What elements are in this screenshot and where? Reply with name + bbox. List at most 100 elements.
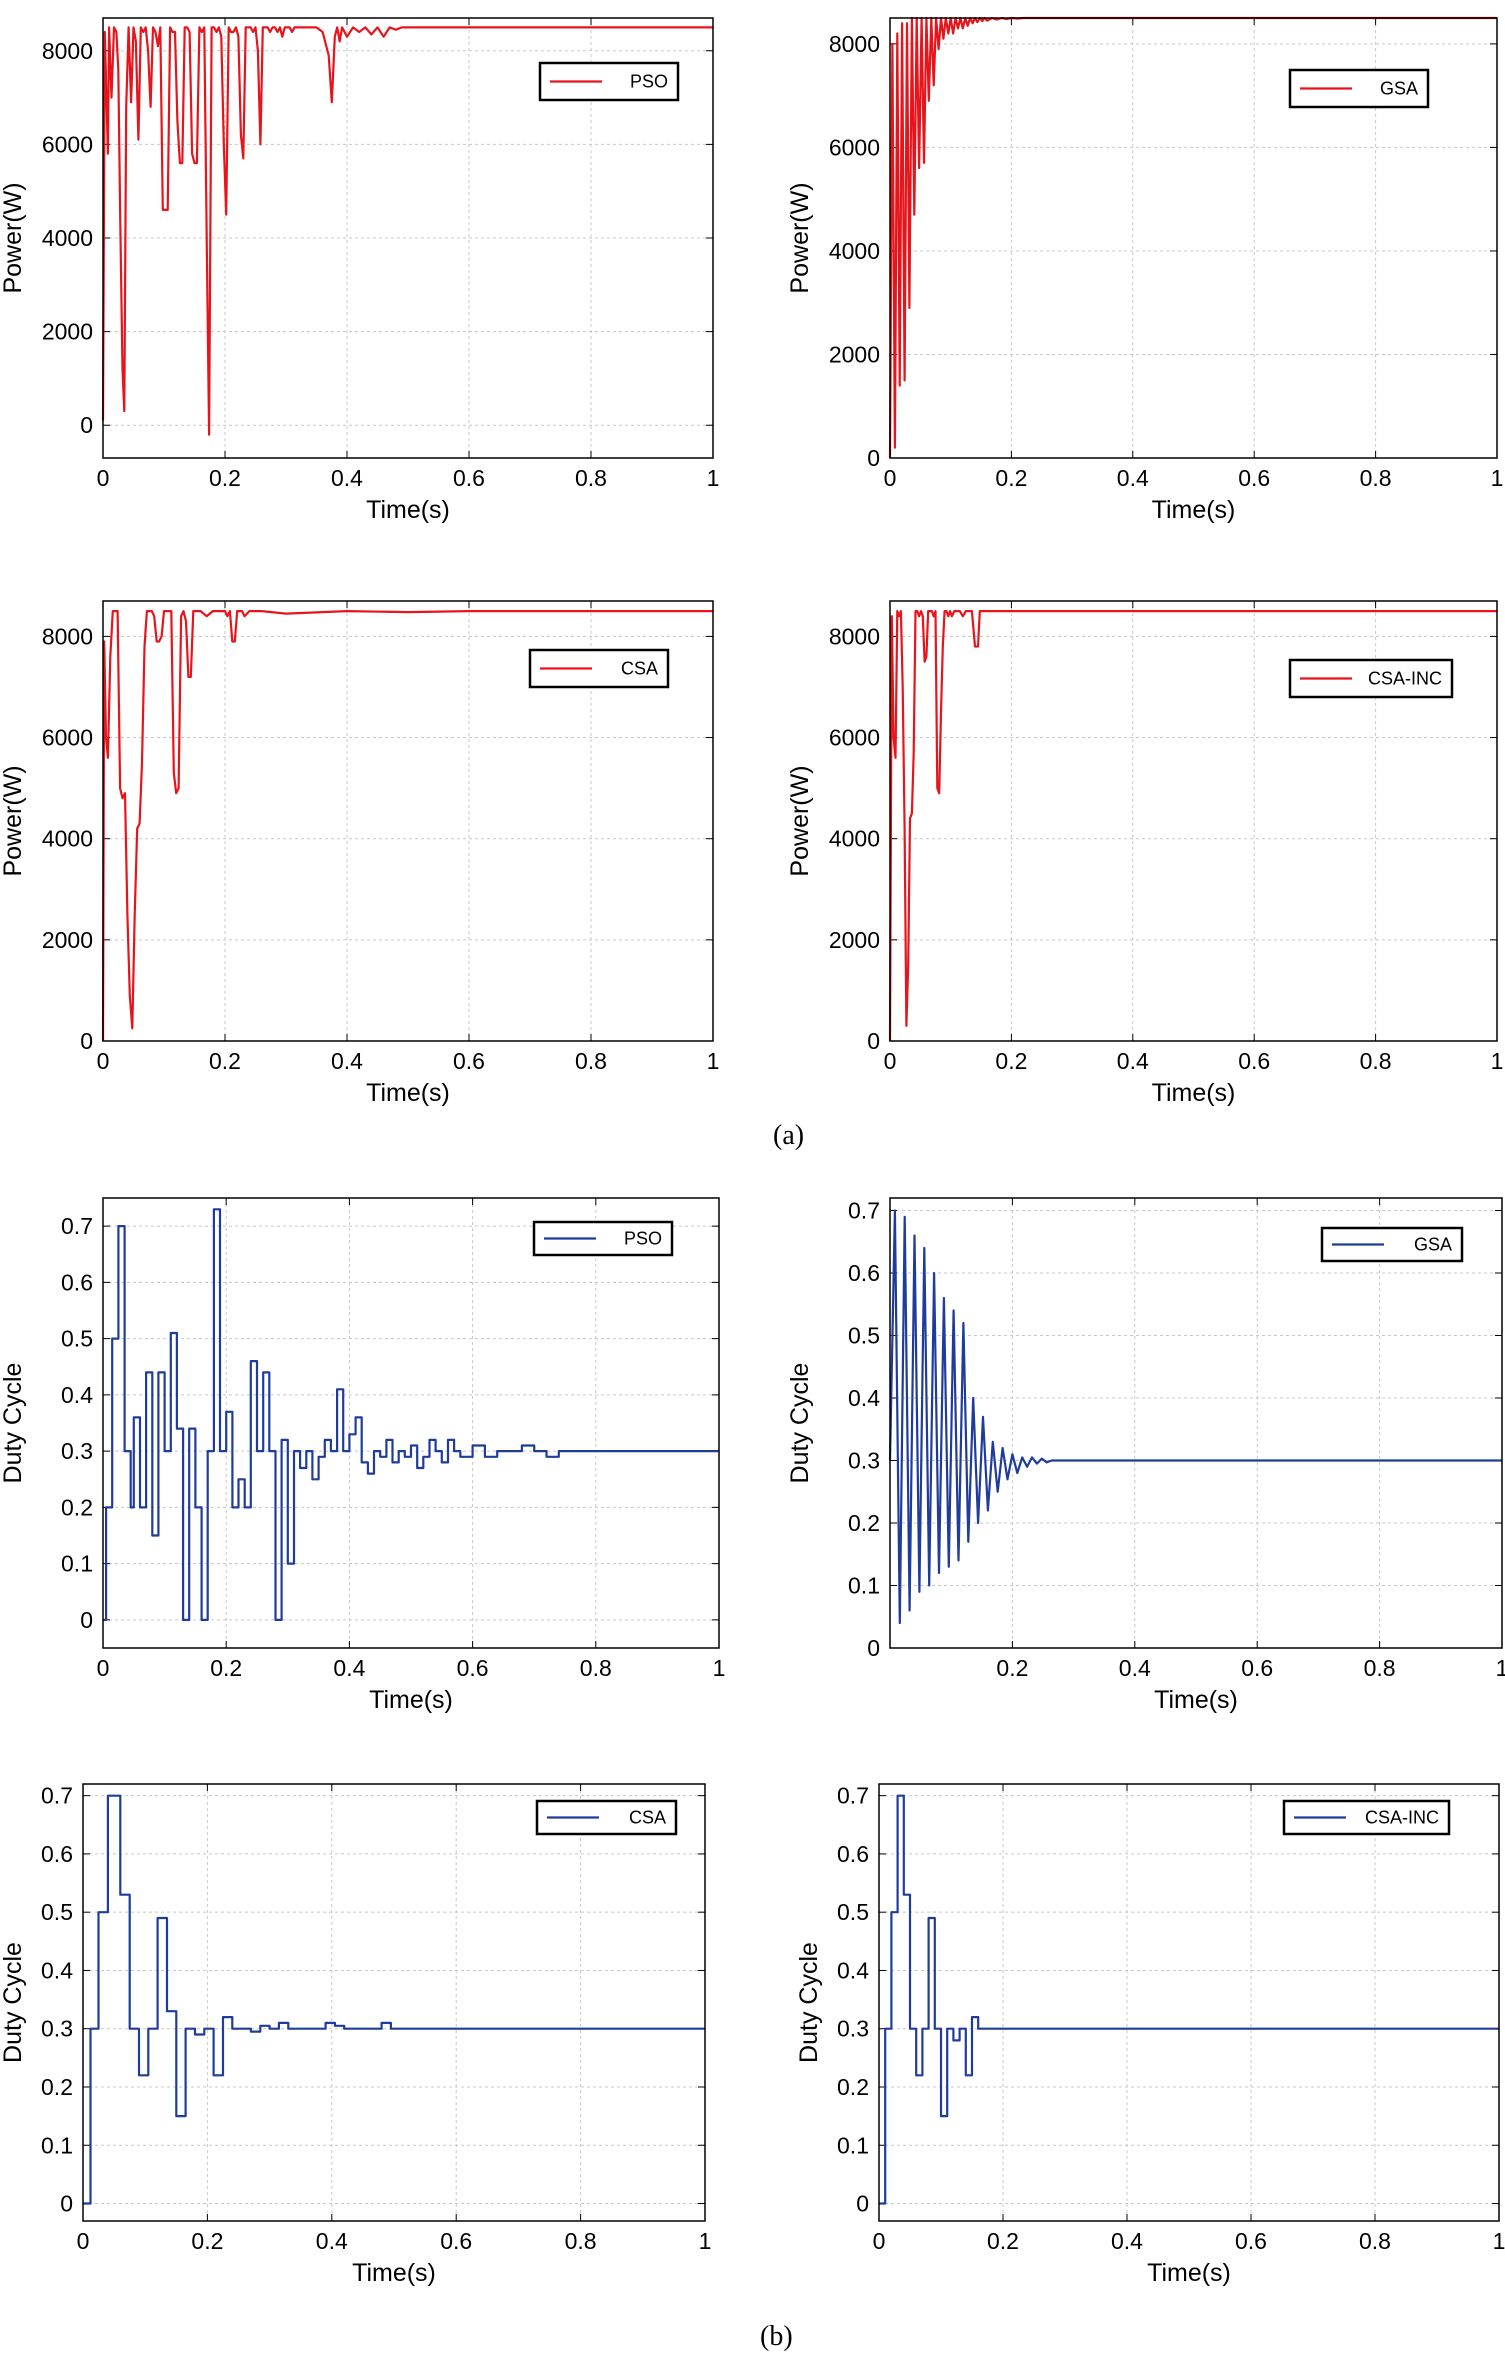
x-axis-label: Time(s): [366, 1079, 450, 1107]
y-tick-label: 0.3: [41, 2016, 73, 2042]
x-tick-label: 0.2: [987, 2228, 1019, 2254]
y-tick-label: 0.1: [41, 2132, 73, 2158]
y-tick-label: 0.2: [41, 2074, 73, 2100]
x-tick-label: 1: [1493, 2228, 1505, 2254]
legend-label: CSA: [621, 659, 658, 679]
x-tick-label: 0: [77, 2228, 90, 2254]
x-tick-label: 0.6: [457, 1655, 489, 1681]
y-tick-label: 0.7: [41, 1783, 73, 1809]
x-axis-label: Time(s): [1152, 496, 1236, 524]
x-tick-label: 0.6: [453, 465, 485, 491]
caption-a: (a): [773, 1120, 805, 1151]
plot-frame: [102, 600, 714, 1042]
x-tick-label: 0.4: [331, 1048, 363, 1074]
y-axis-label: Duty Cycle: [0, 1363, 27, 1484]
x-tick-label: 0.6: [1238, 1048, 1270, 1074]
y-tick-label: 0.7: [848, 1198, 880, 1224]
chart-7: 0 0.2 0.4 0.6 0.8 1 0 0.1 0.2 0.3 0.4 0.5 0.6 0.7 Time…: [0, 1783, 711, 2287]
legend-label: PSO: [630, 72, 668, 92]
x-tick-label: 0.4: [331, 465, 363, 491]
y-tick-label: 0.6: [41, 1841, 73, 1867]
series-line-pso: [101, 26, 713, 436]
x-tick-label: 0: [884, 1048, 897, 1074]
y-tick-label: 0.4: [61, 1382, 93, 1408]
chart-2: 0 0.2 0.4 0.6 0.8 1 0 2000 4000 6000 8000 Time(s) Po…: [786, 16, 1503, 524]
x-tick-label: 1: [1496, 1655, 1505, 1681]
x-tick-label: 0.2: [210, 1655, 242, 1681]
y-axis-label: Power(W): [786, 765, 814, 876]
x-tick-label: 0.8: [1360, 465, 1392, 491]
y-tick-label: 0.6: [837, 1841, 869, 1867]
x-tick-label: 0.4: [1119, 1655, 1151, 1681]
chart-5: 0 0.2 0.4 0.6 0.8 1 0 0.1 0.2 0.3 0.4 0.5 0.6 0.7 Time…: [0, 1197, 726, 1714]
x-tick-label: 0.8: [1359, 2228, 1391, 2254]
y-tick-label: 4000: [42, 225, 93, 251]
chart-1: 0 0.2 0.4 0.6 0.8 1 0 2000 4000 6000 8000 Time(s) Po…: [0, 17, 720, 524]
y-tick-label: 0: [856, 2191, 869, 2217]
y-tick-label: 6000: [829, 134, 880, 160]
y-tick-label: 2000: [829, 341, 880, 367]
y-tick-label: 8000: [42, 38, 93, 64]
x-tick-label: 0.6: [1238, 465, 1270, 491]
y-tick-label: 0.7: [837, 1783, 869, 1809]
y-axis-label: Duty Cycle: [0, 1942, 27, 2063]
x-axis-label: Time(s): [1147, 2259, 1231, 2287]
y-tick-label: 2000: [42, 927, 93, 953]
plot-frame: [889, 1197, 1503, 1649]
x-tick-label: 0.4: [1117, 465, 1149, 491]
series-line-csa: [101, 610, 713, 1042]
series-line-pso: [103, 1208, 719, 1621]
y-tick-label: 0: [80, 1028, 93, 1054]
x-tick-label: 0.2: [995, 1048, 1027, 1074]
x-tick-label: 0.6: [1241, 1655, 1273, 1681]
plot-frame: [102, 17, 714, 459]
y-tick-label: 0: [867, 445, 880, 471]
y-tick-label: 0.2: [61, 1494, 93, 1520]
x-axis-label: Time(s): [1152, 1079, 1236, 1107]
x-tick-label: 0: [884, 465, 897, 491]
y-tick-label: 0.4: [837, 1957, 869, 1983]
plot-frame: [889, 600, 1498, 1042]
y-axis-label: Power(W): [786, 182, 814, 293]
plot-background: [879, 1784, 1499, 2221]
x-tick-label: 0.8: [580, 1655, 612, 1681]
series-line-gsa: [888, 1209, 1502, 1625]
legend-label: GSA: [1414, 1235, 1452, 1255]
x-tick-label: 0: [97, 465, 110, 491]
x-tick-label: 0.8: [1360, 1048, 1392, 1074]
y-tick-label: 0.5: [848, 1323, 880, 1349]
chart-4: 0 0.2 0.4 0.6 0.8 1 0 2000 4000 6000 8000 Time(s) Po…: [786, 600, 1503, 1107]
y-tick-label: 0.1: [837, 2132, 869, 2158]
x-tick-label: 1: [713, 1655, 726, 1681]
legend-label: PSO: [624, 1229, 662, 1249]
x-tick-label: 1: [699, 2228, 712, 2254]
legend-label: CSA-INC: [1368, 669, 1442, 689]
y-tick-label: 0: [80, 412, 93, 438]
x-tick-label: 0: [97, 1048, 110, 1074]
x-axis-label: Time(s): [366, 496, 450, 524]
x-tick-label: 0.2: [209, 1048, 241, 1074]
x-tick-label: 0.4: [1117, 1048, 1149, 1074]
plot-frame: [102, 1197, 720, 1649]
series-line-csa-inc: [888, 610, 1497, 1042]
y-tick-label: 0.1: [61, 1551, 93, 1577]
x-tick-label: 1: [707, 465, 720, 491]
y-tick-label: 4000: [829, 238, 880, 264]
plot-background: [103, 1198, 719, 1648]
y-tick-label: 0: [80, 1607, 93, 1633]
y-axis-label: Duty Cycle: [786, 1363, 814, 1484]
y-tick-label: 0.2: [837, 2074, 869, 2100]
x-tick-label: 0.8: [1364, 1655, 1396, 1681]
y-tick-label: 4000: [829, 826, 880, 852]
x-tick-label: 0: [873, 2228, 886, 2254]
y-axis-label: Power(W): [0, 182, 27, 293]
y-tick-label: 0.2: [848, 1510, 880, 1536]
x-tick-label: 0.4: [333, 1655, 365, 1681]
plot-background: [83, 1784, 705, 2221]
x-axis-label: Time(s): [1154, 1686, 1238, 1714]
chart-3: 0 0.2 0.4 0.6 0.8 1 0 2000 4000 6000 8000 Time(s) Po…: [0, 600, 719, 1107]
y-tick-label: 6000: [42, 725, 93, 751]
y-tick-label: 0: [867, 1028, 880, 1054]
x-axis-label: Time(s): [369, 1686, 453, 1714]
y-tick-label: 0.6: [848, 1260, 880, 1286]
